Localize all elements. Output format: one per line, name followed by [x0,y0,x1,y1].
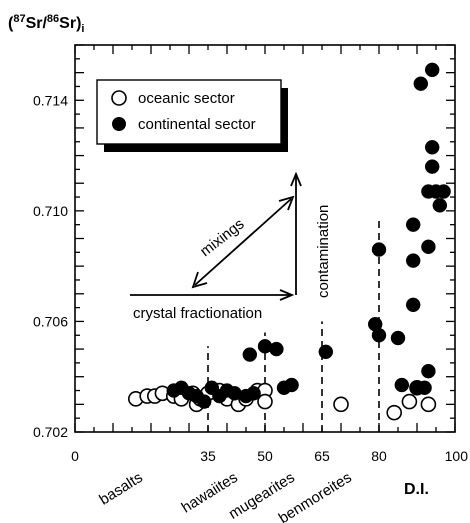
y-tick-labels: 0.702 0.706 0.710 0.714 [33,92,68,440]
title-mid-2: Sr) [59,15,81,32]
mixings-label: mixings [197,215,248,260]
chart-title: (87Sr/86Sr)i [8,13,84,35]
legend-label-continental: continental sector [138,116,256,133]
contamination-arrowhead [290,171,302,187]
legend: oceanic sector continental sector [96,79,288,152]
continental-point [269,341,284,357]
x-tick-labels: 0 35 50 65 80 100 [71,448,468,464]
continental-point [405,297,421,313]
title-sup-86: 86 [47,13,59,25]
data-points [128,62,451,421]
legend-marker-oceanic [111,90,127,106]
continental-point [196,394,212,409]
continental-point [390,330,406,346]
contamination-label: contamination [315,205,332,298]
mixings-arrow [194,198,292,286]
continental-point [284,377,299,393]
x-axis-label: D.I. [404,481,429,498]
x-tick-label: 100 [445,448,469,464]
title-sup-87: 87 [13,13,25,25]
continental-point [242,347,258,362]
legend-marker-continental [112,117,126,131]
continental-point [318,344,334,360]
x-tick-label: 80 [371,448,387,464]
continental-point [417,380,432,396]
title-mid-1: Sr/ [26,15,48,32]
x-tick-label: 50 [257,448,273,464]
oceanic-point [333,396,349,413]
continental-point [424,159,440,174]
continental-point [424,140,440,155]
oceanic-point [420,396,437,413]
rock-type-label: basalts [96,469,145,509]
x-tick-label: 35 [200,448,216,464]
axis-ticks [74,44,456,433]
continental-point [394,377,410,393]
continental-point [405,217,421,232]
y-tick-label: 0.702 [33,424,68,440]
title-sub-i: i [81,23,84,35]
oceanic-point [386,404,403,421]
continental-point [371,242,387,257]
y-tick-label: 0.714 [33,92,68,108]
continental-point [413,76,429,91]
mixings-arrowhead-upper [278,195,295,211]
process-arrows [130,171,302,301]
mixings-arrowhead-lower [191,271,208,289]
continental-point [371,328,387,343]
crystal-fractionation-label: crystal fractionation [133,305,262,322]
x-tick-label: 65 [314,448,330,464]
continental-point [436,184,451,199]
legend-label-oceanic: oceanic sector [138,90,235,107]
continental-point [421,239,436,255]
continental-point [421,363,436,379]
continental-point [246,386,261,401]
y-tick-label: 0.706 [33,313,68,329]
y-tick-label: 0.710 [33,203,68,219]
legend-box [96,79,282,145]
continental-point [424,62,440,78]
continental-point [405,253,421,268]
oceanic-point [257,393,273,410]
title-open: ( [8,15,14,32]
crystal-fractionation-arrowhead [279,289,295,301]
oceanic-point [401,393,418,410]
continental-point [432,198,448,213]
x-tick-label: 0 [71,448,79,464]
